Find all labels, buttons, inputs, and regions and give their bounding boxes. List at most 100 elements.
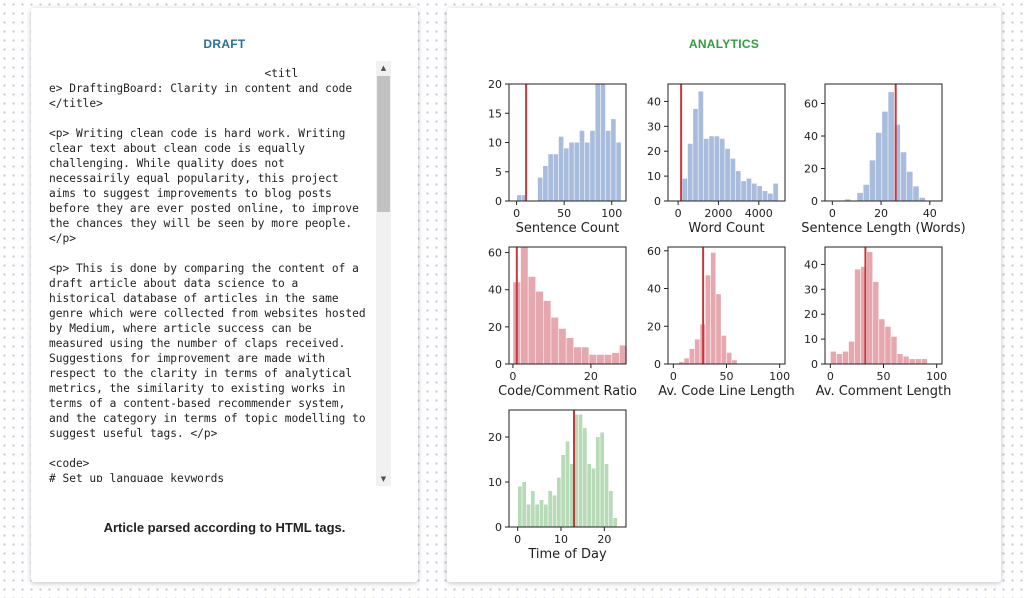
y-tick-label: 40 — [647, 95, 661, 108]
x-axis-label: Code/Comment Ratio — [498, 384, 637, 399]
histogram-bar — [830, 351, 837, 364]
histogram-bar — [595, 437, 600, 527]
x-tick-label: 10 — [554, 533, 568, 546]
histogram-bar — [693, 108, 698, 201]
y-tick-label: 30 — [647, 120, 661, 133]
scroll-up-icon[interactable]: ▲ — [380, 64, 387, 72]
y-tick-label: 0 — [654, 358, 661, 371]
histogram-bar — [678, 362, 684, 364]
x-axis-label: Av. Comment Length — [816, 384, 952, 399]
y-tick-label: 0 — [654, 195, 661, 208]
y-tick-label: 0 — [495, 358, 502, 371]
histogram-bar — [616, 142, 621, 201]
x-tick-label: 0 — [827, 370, 834, 383]
y-tick-label: 30 — [804, 283, 818, 296]
textarea-scrollbar[interactable]: ▲ ▼ — [376, 61, 391, 486]
histogram-bar — [558, 328, 566, 364]
histogram-bar — [719, 138, 725, 201]
y-tick-label: 40 — [647, 283, 661, 296]
y-tick-label: 0 — [811, 358, 818, 371]
histogram-bar — [741, 181, 746, 201]
histogram-bar — [909, 359, 915, 364]
y-tick-label: 20 — [488, 321, 502, 334]
y-tick-label: 10 — [804, 333, 818, 346]
article-source-textarea[interactable]: <titl e> DraftingBoard: Clarity in conte… — [49, 66, 393, 482]
histogram-bar — [605, 130, 611, 201]
histogram-bar — [565, 441, 570, 527]
histogram-bar — [913, 186, 919, 201]
x-tick-label: 100 — [769, 370, 790, 383]
histogram-bar — [543, 504, 548, 527]
plot-frame — [667, 83, 786, 202]
histogram-bar — [732, 360, 737, 364]
histogram-bar — [535, 504, 540, 527]
histogram-bar — [687, 143, 693, 201]
histogram-bar — [611, 119, 616, 201]
y-tick-label: 10 — [488, 137, 502, 150]
histogram-bar — [595, 84, 601, 201]
scroll-down-icon[interactable]: ▼ — [380, 475, 387, 483]
histogram-bar — [854, 269, 861, 364]
histogram-bar — [591, 468, 596, 527]
y-tick-label: 60 — [647, 245, 661, 258]
x-tick-label: 2000 — [704, 207, 732, 220]
histogram-bar — [543, 165, 548, 201]
y-tick-label: 40 — [488, 284, 502, 297]
x-tick-label: 40 — [923, 207, 937, 220]
histogram-bar — [725, 148, 730, 201]
histogram-bar — [548, 154, 553, 201]
histogram-bar — [596, 354, 604, 364]
histogram-bar — [578, 414, 583, 527]
histogram-bar — [694, 339, 700, 364]
y-tick-label: 40 — [804, 130, 818, 143]
histogram-bar — [751, 183, 757, 201]
x-axis-label: Word Count — [688, 221, 764, 236]
y-tick-label: 0 — [811, 195, 818, 208]
x-axis-label: Sentence Count — [516, 221, 620, 236]
histogram-bar — [579, 130, 585, 201]
x-tick-label: 100 — [926, 370, 947, 383]
histogram-bar — [526, 504, 531, 527]
y-tick-label: 60 — [804, 98, 818, 111]
histogram-bar — [682, 178, 688, 201]
histogram-bar — [863, 184, 870, 201]
histogram-bar — [921, 359, 928, 364]
y-tick-label: 20 — [804, 308, 818, 321]
histogram-bar — [730, 158, 736, 201]
x-axis-label: Av. Code Line Length — [658, 384, 795, 399]
histogram-bar — [587, 464, 592, 527]
histogram-bar — [569, 142, 574, 201]
scrollbar-thumb[interactable] — [377, 76, 390, 212]
x-tick-label: 50 — [557, 207, 571, 220]
histogram-bar — [552, 495, 557, 527]
histogram-bar — [844, 199, 851, 201]
histogram-bar — [897, 354, 903, 364]
histogram-bar — [762, 191, 768, 201]
histogram-bar — [919, 197, 926, 201]
y-tick-label: 0 — [495, 195, 502, 208]
histogram-bar — [613, 518, 618, 527]
y-tick-label: 5 — [495, 166, 502, 179]
histogram-bar — [684, 358, 689, 364]
plot-frame — [824, 83, 943, 202]
y-tick-label: 20 — [804, 163, 818, 176]
histogram-bar — [556, 477, 561, 527]
histogram-bar — [551, 317, 559, 364]
x-tick-label: 20 — [597, 533, 611, 546]
histogram-bar — [698, 91, 704, 201]
histogram-bar — [746, 178, 752, 201]
histogram-bar — [875, 132, 882, 201]
draft-title: DRAFT — [203, 37, 246, 51]
histogram-bar — [885, 326, 891, 364]
histogram-bar — [726, 352, 732, 364]
y-tick-label: 60 — [488, 247, 502, 260]
histogram-bar — [516, 195, 522, 201]
histogram-bar — [619, 345, 627, 364]
histogram-bar — [836, 354, 843, 364]
histogram-bar — [563, 148, 569, 201]
histogram-bar — [894, 124, 901, 201]
histogram-bar — [548, 491, 553, 527]
x-tick-label: 4000 — [745, 207, 773, 220]
y-tick-label: 0 — [495, 521, 502, 534]
x-tick-label: 0 — [670, 370, 677, 383]
